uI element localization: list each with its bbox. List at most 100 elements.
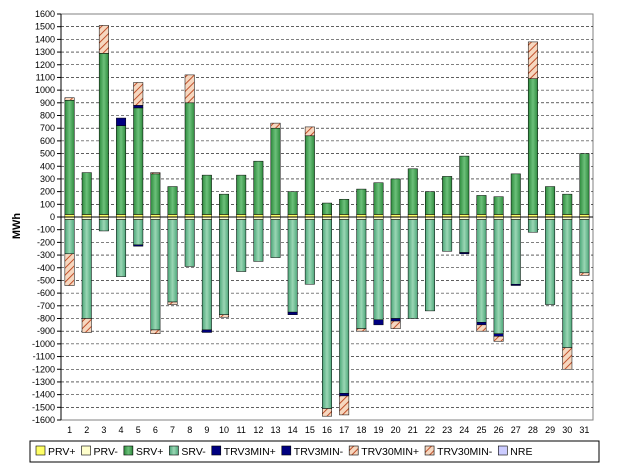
bar-srv--11 — [236, 219, 247, 272]
y-tick-label: -1000 — [32, 339, 55, 349]
legend-label: TRV3MIN+ — [224, 446, 276, 458]
bar-srv--24 — [459, 219, 470, 253]
bar-trv30min--1 — [64, 97, 75, 101]
bar-srv--23 — [442, 219, 453, 252]
y-tick-label: 1500 — [35, 22, 55, 32]
x-tick-label: 11 — [237, 425, 246, 435]
bar-srv--10 — [219, 193, 230, 215]
x-tick-label: 23 — [442, 425, 452, 435]
bar-trv30min--28 — [527, 41, 538, 79]
y-tick-label: -1600 — [32, 415, 55, 425]
legend-swatch — [35, 445, 46, 456]
bar-trv30min--3 — [98, 25, 109, 54]
x-tick-label: 13 — [271, 425, 281, 435]
y-axis-label: MWh — [11, 213, 23, 240]
y-tick-label: 1600 — [35, 9, 55, 19]
bar-trv30min--16 — [322, 408, 332, 417]
bar-srv--8 — [184, 219, 195, 267]
x-tick-label: 8 — [187, 425, 192, 435]
x-tick-label: 17 — [339, 425, 349, 435]
bar-srv--3 — [98, 53, 109, 215]
bar-trv30min--1 — [64, 253, 75, 286]
y-tick-label: 400 — [40, 161, 55, 171]
x-tick-label: 9 — [204, 425, 209, 435]
legend-label: TRV3MIN- — [294, 446, 344, 458]
bar-trv30min--7 — [167, 301, 178, 305]
bar-trv30min--5 — [133, 82, 144, 106]
legend-label: PRV+ — [48, 446, 76, 458]
bar-srv--31 — [579, 153, 590, 215]
x-tick-label: 20 — [391, 425, 401, 435]
legend-swatch — [424, 445, 435, 456]
bar-trv3min--27 — [510, 283, 521, 286]
x-tick-label: 5 — [136, 425, 141, 435]
legend-label: TRV30MIN+ — [361, 446, 419, 458]
y-tick-label: -600 — [37, 288, 55, 298]
x-tick-label: 25 — [476, 425, 486, 435]
bar-srv--9 — [201, 174, 212, 215]
bar-srv--25 — [476, 195, 487, 215]
bar-srv--13 — [270, 127, 281, 215]
bar-srv--10 — [219, 219, 230, 315]
bar-srv--20 — [390, 178, 401, 215]
y-tick-label: 100 — [40, 199, 55, 209]
bar-srv--17 — [339, 198, 350, 215]
x-tick-label: 22 — [425, 425, 435, 435]
bar-srv--30 — [562, 193, 573, 215]
x-tick-label: 2 — [84, 425, 89, 435]
x-tick-label: 16 — [322, 425, 332, 435]
legend-label: TRV30MIN- — [437, 446, 493, 458]
x-tick-label: 29 — [545, 425, 555, 435]
bar-srv--1 — [64, 219, 75, 255]
x-tick-label: 28 — [528, 425, 538, 435]
x-tick-label: 27 — [511, 425, 521, 435]
bar-srv--20 — [390, 219, 401, 319]
x-tick-label: 24 — [459, 425, 469, 435]
y-tick-label: -500 — [37, 275, 55, 285]
bar-srv--15 — [304, 135, 315, 215]
y-tick-label: -400 — [37, 263, 55, 273]
bar-srv--4 — [116, 219, 127, 277]
x-tick-label: 10 — [219, 425, 229, 435]
bar-srv--29 — [545, 219, 556, 305]
y-tick-label: 600 — [40, 136, 55, 146]
bar-srv--28 — [527, 78, 538, 215]
bar-trv30min--2 — [81, 318, 92, 333]
y-tick-label: -100 — [37, 225, 55, 235]
legend-label: SRV+ — [136, 446, 164, 458]
bar-srv--8 — [184, 102, 195, 215]
bar-trv3min--26 — [493, 333, 504, 337]
y-tick-label: 1000 — [35, 85, 55, 95]
y-tick-label: 200 — [40, 187, 55, 197]
bar-trv30min--25 — [476, 324, 487, 332]
bar-srv--16 — [322, 219, 332, 409]
y-tick-label: -1500 — [32, 402, 55, 412]
bar-trv30min--30 — [562, 347, 573, 370]
bar-srv--5 — [133, 107, 144, 215]
bar-srv--27 — [510, 173, 521, 215]
legend-swatch — [123, 445, 134, 456]
y-tick-label: -1100 — [33, 352, 55, 362]
x-tick-label: 14 — [288, 425, 298, 435]
y-tick-label: -1300 — [32, 377, 55, 387]
bar-srv--24 — [459, 155, 470, 215]
x-tick-label: 31 — [579, 425, 589, 435]
bar-srv--30 — [562, 219, 573, 348]
bar-srv--21 — [407, 168, 418, 215]
y-tick-label: 800 — [40, 111, 55, 121]
y-tick-label: -900 — [37, 326, 55, 336]
bar-srv--5 — [133, 219, 144, 246]
bar-srv--7 — [167, 219, 178, 303]
bar-trv30min--15 — [304, 126, 315, 137]
bar-srv--28 — [527, 219, 538, 233]
bar-srv--29 — [545, 186, 556, 215]
bar-srv--14 — [287, 191, 298, 215]
y-tick-label: -700 — [37, 301, 55, 311]
legend: PRV+ PRV- SRV+ SRV- TRV3MIN+ TRV3MIN- TRV30MIN… — [29, 440, 600, 463]
bar-trv30min--31 — [579, 272, 590, 276]
bar-srv--26 — [493, 219, 504, 334]
bar-srv--19 — [373, 182, 384, 215]
x-tick-label: 18 — [356, 425, 366, 435]
bar-trv3min--24 — [459, 252, 470, 255]
bar-trv30min--18 — [356, 328, 367, 332]
